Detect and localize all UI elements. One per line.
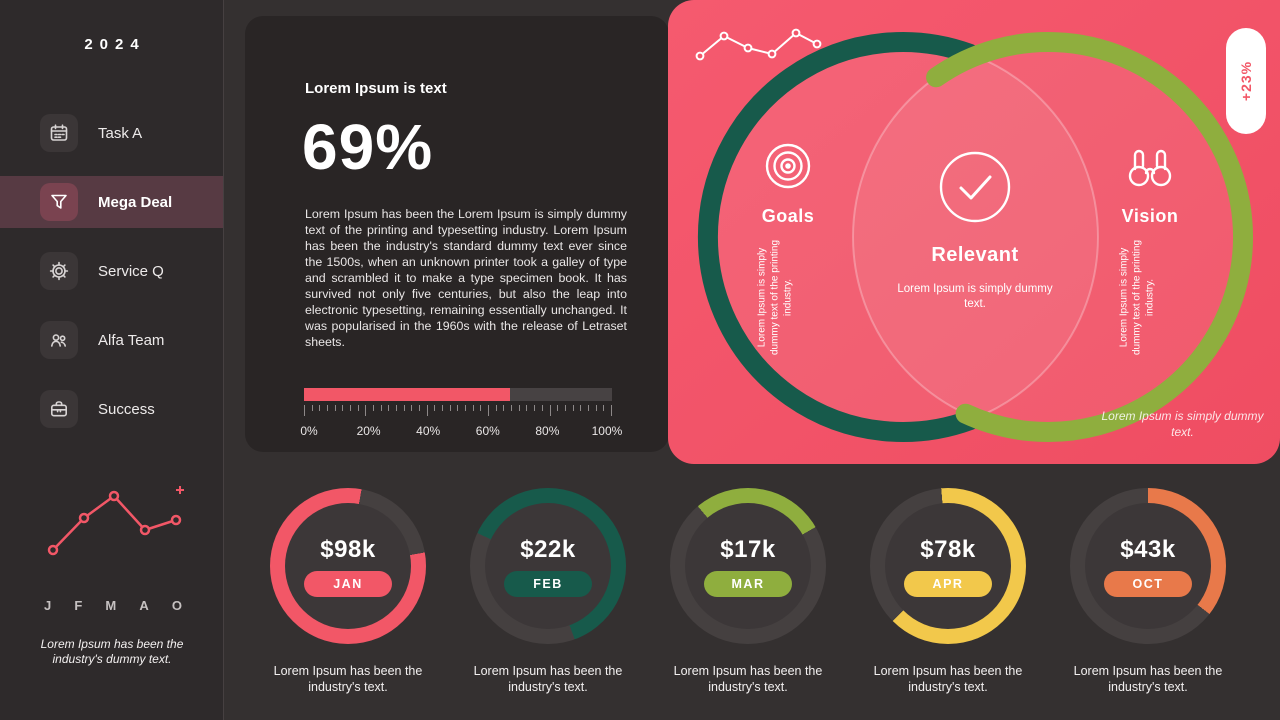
- month-letter: J: [44, 598, 52, 613]
- venn-footnote: Lorem Ipsum is simply dummy text.: [1101, 409, 1264, 439]
- sidebar-menu: Task A Mega Deal Service Q Alfa Team: [0, 107, 223, 452]
- sidebar-item-label: Service Q: [98, 262, 164, 280]
- donut-center: $17k MAR: [685, 503, 811, 629]
- sidebar-item-success[interactable]: Success: [0, 383, 223, 435]
- donut-chart-oct: $43k OCT: [1070, 488, 1226, 644]
- kpi-value: $98k: [320, 535, 376, 563]
- relevant-title: Relevant: [931, 244, 1019, 266]
- binoculars-icon: [1128, 149, 1172, 187]
- line-chart-icon: [47, 486, 184, 556]
- vision-subtitle: Lorem Ipsum is simply dummy text of the …: [1118, 239, 1156, 356]
- briefcase-icon: [40, 390, 78, 428]
- ruler-label: 80%: [535, 424, 560, 438]
- stat-body-text: Lorem Ipsum has been the Lorem Ipsum is …: [305, 207, 627, 349]
- kpi-value: $43k: [1120, 535, 1176, 563]
- kpi-value: $78k: [920, 535, 976, 563]
- calendar-icon: [40, 114, 78, 152]
- sidebar-item-mega-deal[interactable]: Mega Deal: [0, 176, 223, 228]
- kpi-jan: $98k JAN Lorem Ipsum has been the indust…: [248, 488, 448, 695]
- kpi-value: $22k: [520, 535, 576, 563]
- donut-center: $78k APR: [885, 503, 1011, 629]
- progress-fill: [304, 388, 511, 401]
- month-letter: F: [74, 598, 83, 613]
- kpi-mar: $17k MAR Lorem Ipsum has been the indust…: [648, 488, 848, 695]
- kpi-caption: Lorem Ipsum has been the industry's text…: [1073, 664, 1223, 694]
- month-letters: J F M A O: [44, 598, 182, 613]
- donut-chart-feb: $22k FEB: [470, 488, 626, 644]
- sidebar-caption: Lorem Ipsum has been the industry's dumm…: [40, 637, 184, 666]
- month-pill: APR: [904, 570, 992, 597]
- kpi-caption: Lorem Ipsum has been the industry's text…: [673, 664, 823, 694]
- ruler-labels: 0% 20% 40% 60% 80% 100%: [288, 424, 628, 438]
- kpi-apr: $78k APR Lorem Ipsum has been the indust…: [848, 488, 1048, 695]
- venn-diagram: [697, 32, 1254, 442]
- growth-badge-value: +23%: [1238, 60, 1255, 102]
- month-letter: M: [105, 598, 117, 613]
- ruler-label: 100%: [591, 424, 623, 438]
- sidebar-item-service-q[interactable]: Service Q: [0, 245, 223, 297]
- donut-center: $43k OCT: [1085, 503, 1211, 629]
- growth-badge: +23%: [1226, 28, 1266, 134]
- month-letter: O: [171, 598, 182, 613]
- progress-bar: [304, 388, 612, 401]
- target-icon: [765, 143, 811, 189]
- donut-chart-mar: $17k MAR: [670, 488, 826, 644]
- funnel-icon: [40, 183, 78, 221]
- sidebar-item-alfa-team[interactable]: Alfa Team: [0, 314, 223, 366]
- month-letter: A: [139, 598, 149, 613]
- donut-center: $22k FEB: [485, 503, 611, 629]
- stat-card-title: Lorem Ipsum is text: [305, 80, 447, 97]
- ruler-ticks: [304, 405, 612, 416]
- ruler-label: 0%: [300, 424, 318, 438]
- sparkline-icon: [695, 28, 822, 61]
- ruler-label: 40%: [416, 424, 441, 438]
- sidebar-item-task-a[interactable]: Task A: [0, 107, 223, 159]
- sidebar-item-label: Success: [98, 400, 155, 418]
- vision-title: Vision: [1121, 206, 1179, 226]
- gear-icon: [40, 252, 78, 290]
- month-pill: OCT: [1104, 570, 1192, 597]
- year-label: 2024: [84, 36, 146, 53]
- kpi-caption: Lorem Ipsum has been the industry's text…: [273, 664, 423, 694]
- stat-value: 69%: [302, 111, 434, 183]
- stat-card: Lorem Ipsum is text 69% Lorem Ipsum has …: [245, 16, 669, 452]
- ruler-label: 20%: [356, 424, 381, 438]
- check-circle-icon: [939, 151, 1011, 223]
- kpi-oct: $43k OCT Lorem Ipsum has been the indust…: [1048, 488, 1248, 695]
- sidebar: 2024 Task A Mega Deal Service Q: [0, 0, 224, 720]
- donut-center: $98k JAN: [285, 503, 411, 629]
- donut-chart-apr: $78k APR: [870, 488, 1026, 644]
- goals-subtitle: Lorem Ipsum is simply dummy text of the …: [756, 239, 794, 356]
- relevant-subtitle: Lorem Ipsum is simply dummy text.: [897, 283, 1053, 310]
- goals-title: Goals: [761, 206, 815, 226]
- ruler-label: 60%: [475, 424, 500, 438]
- sidebar-item-label: Task A: [98, 124, 143, 142]
- team-icon: [40, 321, 78, 359]
- kpi-feb: $22k FEB Lorem Ipsum has been the indust…: [448, 488, 648, 695]
- venn-panel: +23% Goals Lorem Ipsum is simply dummy t…: [668, 0, 1280, 464]
- month-pill: FEB: [504, 570, 592, 597]
- kpi-value: $17k: [720, 535, 776, 563]
- sidebar-item-label: Alfa Team: [98, 331, 165, 349]
- month-pill: MAR: [704, 570, 792, 597]
- kpi-caption: Lorem Ipsum has been the industry's text…: [873, 664, 1023, 694]
- kpi-caption: Lorem Ipsum has been the industry's text…: [473, 664, 623, 694]
- month-pill: JAN: [304, 570, 392, 597]
- donut-chart-jan: $98k JAN: [270, 488, 426, 644]
- sidebar-item-label: Mega Deal: [98, 193, 173, 211]
